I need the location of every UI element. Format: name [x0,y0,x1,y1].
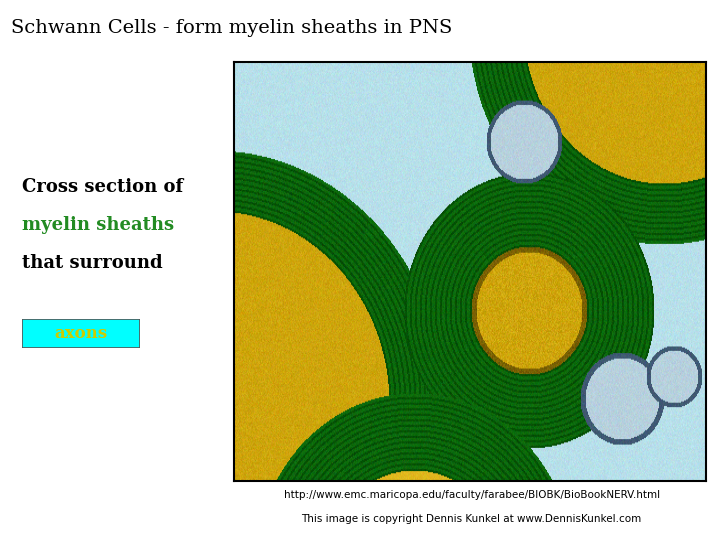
Text: myelin sheaths: myelin sheaths [22,216,174,234]
Text: Schwann Cells - form myelin sheaths in PNS: Schwann Cells - form myelin sheaths in P… [11,19,452,37]
Text: This image is copyright Dennis Kunkel at www.DennisKunkel.com: This image is copyright Dennis Kunkel at… [302,514,642,524]
Text: Cross section of: Cross section of [22,178,183,196]
FancyBboxPatch shape [22,319,140,348]
Text: http://www.emc.maricopa.edu/faculty/farabee/BIOBK/BioBookNERV.html: http://www.emc.maricopa.edu/faculty/fara… [284,489,660,500]
Text: that surround: that surround [22,254,162,272]
Text: axons: axons [55,325,107,342]
